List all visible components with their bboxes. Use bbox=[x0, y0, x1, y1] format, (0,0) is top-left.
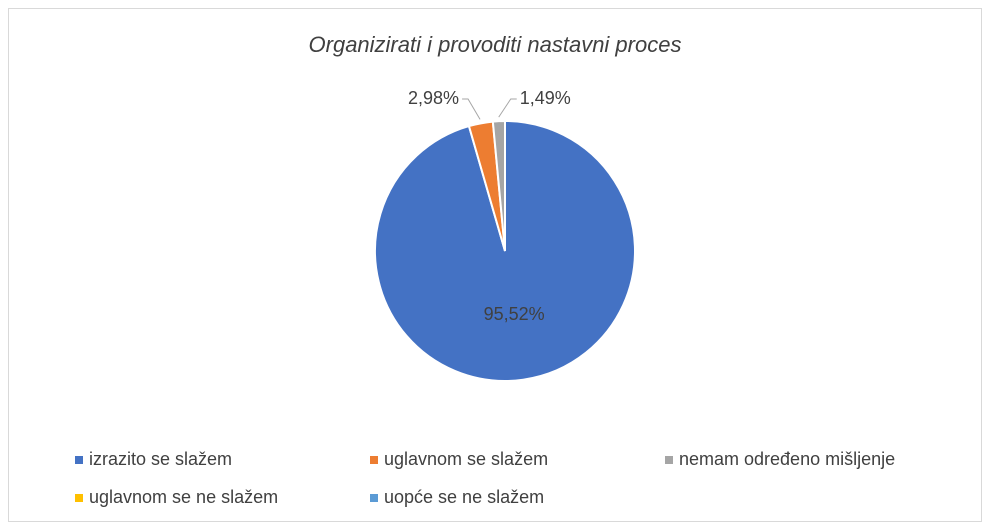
legend-label: uglavnom se ne slažem bbox=[89, 487, 278, 507]
leader-line bbox=[462, 98, 481, 120]
legend-label: uglavnom se slažem bbox=[384, 449, 548, 469]
legend-swatch bbox=[75, 456, 83, 464]
legend-label: nemam određeno mišljenje bbox=[679, 449, 895, 469]
data-label: 95,52% bbox=[484, 304, 545, 324]
legend-swatch bbox=[370, 494, 378, 502]
legend-label: izrazito se slažem bbox=[89, 449, 232, 469]
data-label: 2,98% bbox=[408, 88, 459, 108]
legend-label: uopće se ne slažem bbox=[384, 487, 544, 507]
legend-swatch bbox=[370, 456, 378, 464]
chart-title: Organizirati i provoditi nastavni proces bbox=[309, 32, 682, 57]
data-label: 1,49% bbox=[520, 88, 571, 108]
leader-line bbox=[498, 98, 517, 118]
pie-slice bbox=[374, 119, 636, 382]
legend-swatch bbox=[75, 494, 83, 502]
legend-swatch bbox=[665, 456, 673, 464]
